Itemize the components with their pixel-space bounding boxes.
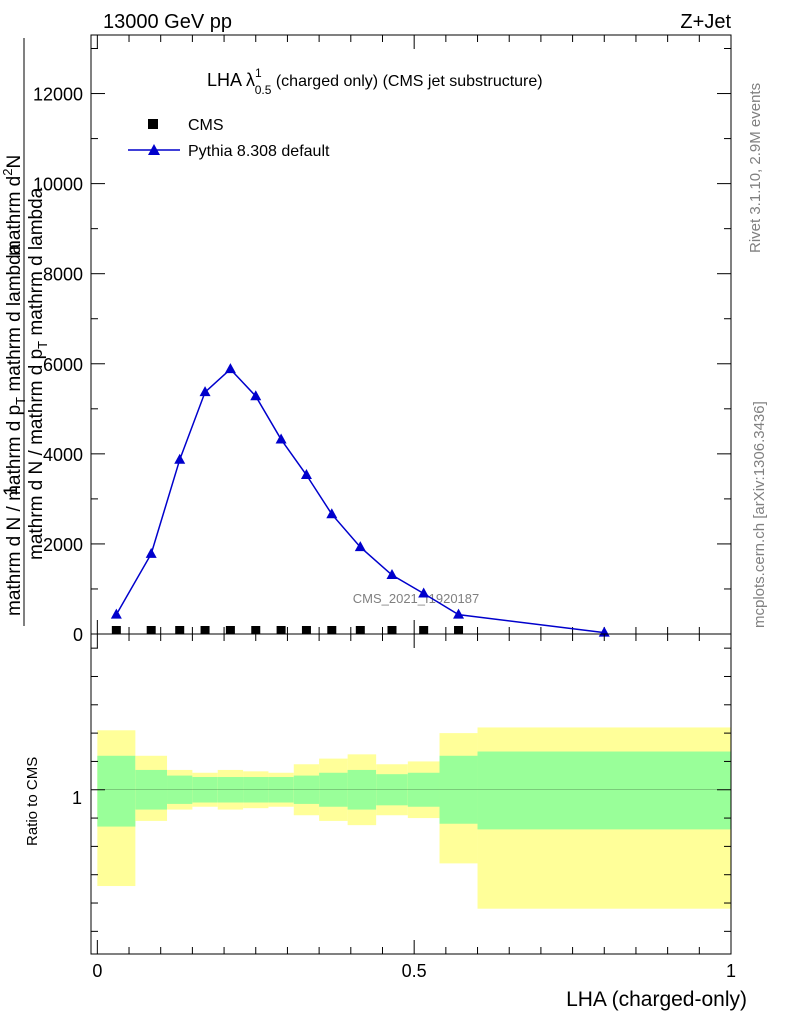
cms-point — [419, 626, 429, 634]
cms-point — [200, 626, 210, 634]
title-sub: 0.5 — [255, 83, 272, 97]
main-y-tick-labels: 0 2000 4000 6000 8000 10000 12000 — [33, 85, 83, 645]
ratio-y-tick-1: 1 — [72, 788, 82, 808]
cms-point — [111, 626, 121, 634]
ylabel-denominator-sub: T — [13, 397, 28, 405]
main-axis-ticks — [91, 35, 732, 635]
pythia-point — [250, 390, 262, 401]
ylabel-numerator-sub: T — [35, 341, 50, 349]
ratio-band-inner — [477, 751, 731, 830]
x-tick-labels: 0 0.5 1 — [92, 961, 736, 981]
main-y-tick-label: 0 — [73, 625, 83, 645]
ratio-band-inner — [243, 777, 269, 803]
pythia-point — [386, 569, 398, 580]
pythia-point — [326, 508, 338, 519]
x-tick-label: 0.5 — [402, 961, 427, 981]
svg-text:LHA λ10.5 (charged only) (CMS: LHA λ1 0.5 (charged only) (CMS jet substr… — [207, 66, 543, 97]
legend-label-cms: CMS — [188, 117, 224, 134]
legend: CMS Pythia 8.308 default — [128, 117, 330, 160]
cms-point — [276, 626, 286, 634]
ylabel-denominator-tail: mathrm d lambda — [4, 243, 25, 397]
main-y-tick-label: 8000 — [43, 265, 83, 285]
header-energy: 13000 GeV pp — [103, 11, 232, 33]
main-y-tick-label: 12000 — [33, 85, 83, 105]
legend-label-pythia: Pythia 8.308 default — [188, 143, 330, 160]
legend-marker-cms — [148, 119, 158, 129]
pythia-point — [224, 363, 236, 374]
x-axis-label: LHA (charged-only) — [566, 988, 747, 1011]
svg-text:mathrm d2N: mathrm d2N — [0, 155, 25, 256]
legend-marker-pythia — [148, 144, 160, 155]
ylabel-numerator: mathrm d N / mathrm d p — [26, 349, 47, 560]
pythia-point — [174, 453, 186, 464]
pythia-point — [300, 469, 312, 480]
cms-point — [146, 626, 156, 634]
title-rest: (charged only) (CMS jet substructure) — [271, 73, 542, 90]
cms-point — [327, 626, 337, 634]
ylabel-top-tail: N — [4, 155, 25, 169]
ratio-y-axis-label: Ratio to CMS — [24, 757, 41, 846]
side-label-mcplots: mcplots.cern.ch [arXiv:1306.3436] — [751, 401, 768, 628]
pythia-point — [418, 587, 430, 598]
watermark: CMS_2021_I1920187 — [353, 591, 480, 606]
ratio-plot: 1 Ratio to CMS 0 0.5 1 LHA (charged-only) — [24, 633, 747, 1011]
ratio-band-inner — [376, 774, 408, 806]
ratio-band-inner — [135, 769, 168, 810]
main-y-axis-label: mathrm d N / mathrm d pT mathrm d lambda… — [0, 38, 50, 626]
main-y-tick-label: 6000 — [43, 355, 83, 375]
main-plot: 0 2000 4000 6000 8000 10000 12000 CMS_2021_I19… — [33, 34, 732, 645]
title-base: LHA λ — [207, 70, 255, 90]
main-y-tick-label: 10000 — [33, 175, 83, 195]
main-y-tick-label: 4000 — [43, 445, 83, 465]
main-frame — [90, 34, 732, 635]
main-y-tick-label: 2000 — [43, 535, 83, 555]
cms-point — [225, 626, 235, 634]
ylabel-top: mathrm d — [4, 176, 25, 256]
pythia-point — [275, 433, 287, 444]
ratio-band-inner — [347, 769, 377, 810]
svg-text:mathrm d N / mathrm d pT mathr: mathrm d N / mathrm d pT mathrm d lambda — [4, 243, 28, 616]
pythia-point — [354, 541, 366, 552]
x-tick-label: 1 — [726, 961, 736, 981]
ratio-band-inner — [217, 777, 244, 803]
pythia-point — [145, 547, 157, 558]
cms-point — [251, 626, 261, 634]
pythia-line — [115, 368, 605, 634]
ratio-band-inner — [319, 772, 348, 807]
ylabel-numerator-tail: mathrm d lambda — [26, 187, 47, 341]
cms-point — [454, 626, 464, 634]
title-sup: 1 — [255, 66, 262, 80]
ratio-bands — [97, 727, 731, 909]
cms-point — [387, 626, 397, 634]
side-label-rivet: Rivet 3.1.10, 2.9M events — [747, 83, 764, 253]
cms-point — [355, 626, 365, 634]
ratio-band-inner — [268, 777, 294, 803]
ratio-frame — [90, 633, 732, 955]
svg-text:mathrm d N / mathrm d pT mathr: mathrm d N / mathrm d pT mathrm d lambda — [26, 187, 50, 560]
ylabel-one: 1 — [1, 485, 22, 496]
cms-point — [301, 626, 311, 634]
plot-title: LHA λ1 0.5 (charged only) (CMS jet substr… — [207, 66, 543, 97]
cms-point — [175, 626, 185, 634]
ylabel-top-sup: 2 — [0, 169, 15, 176]
ratio-band-inner — [407, 772, 440, 807]
ratio-band-inner — [293, 775, 320, 804]
x-tick-label: 0 — [92, 961, 102, 981]
ratio-band-inner — [97, 755, 136, 827]
ratio-band-inner — [167, 775, 193, 804]
header-process: Z+Jet — [680, 11, 731, 33]
ratio-band-inner — [439, 755, 478, 824]
pythia-point — [110, 608, 122, 619]
pythia-point — [199, 386, 211, 397]
ylabel-denominator: mathrm d N / mathrm d p — [4, 405, 25, 616]
pythia-point — [453, 608, 465, 619]
series-cms — [111, 626, 464, 634]
ratio-band-inner — [192, 777, 218, 803]
